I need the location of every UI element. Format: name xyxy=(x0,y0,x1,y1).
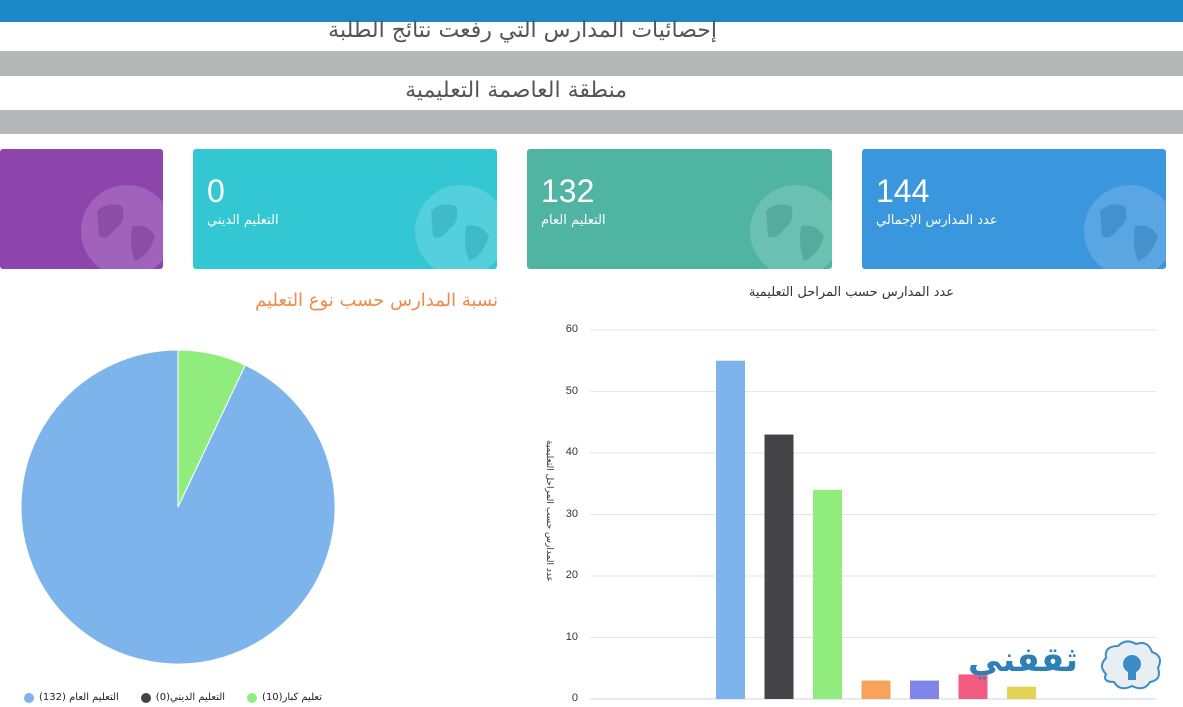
bar[interactable] xyxy=(764,434,794,699)
globe-icon xyxy=(81,185,163,269)
y-tick-label: 50 xyxy=(565,385,578,397)
stat-label: عدد المدارس الإجمالي xyxy=(876,213,998,228)
lightbulb-icon xyxy=(1101,640,1161,690)
stat-label: التعليم العام xyxy=(541,213,606,228)
globe-icon xyxy=(415,185,497,269)
legend-dot xyxy=(140,692,151,703)
legend-label: التعليم العام (132) xyxy=(39,692,119,703)
pie-slice[interactable] xyxy=(177,349,246,508)
bar-chart xyxy=(590,329,1156,700)
y-tick-label: 30 xyxy=(565,508,578,520)
legend-item[interactable]: تعليم كبار(10) xyxy=(247,692,322,703)
y-axis-label: عدد المدارس حسب المراحل التعليمية xyxy=(544,440,554,583)
bar[interactable] xyxy=(958,674,988,699)
y-tick-label: 0 xyxy=(571,692,578,704)
y-tick-label: 10 xyxy=(565,631,578,643)
stat-card-purple[interactable] xyxy=(0,149,163,269)
y-tick-label: 40 xyxy=(565,446,578,458)
y-tick-label: 20 xyxy=(565,569,578,581)
y-tick-label: 60 xyxy=(565,323,578,335)
pie-legend: التعليم العام (132) التعليم الديني(0) تع… xyxy=(24,692,322,703)
legend-item[interactable]: التعليم العام (132) xyxy=(24,692,119,703)
stat-card-religious[interactable]: 0 التعليم الديني xyxy=(193,149,497,269)
stat-value: 0 xyxy=(207,173,225,209)
stat-value: 132 xyxy=(541,173,595,209)
page-title: إحصائيات المدارس التي رفعت نتائج الطلبة xyxy=(328,18,717,43)
watermark-logo: ثقفني xyxy=(968,636,1168,696)
stat-value: 144 xyxy=(876,173,930,209)
bar[interactable] xyxy=(910,680,939,699)
stat-card-general[interactable]: 132 التعليم العام xyxy=(527,149,832,269)
bar[interactable] xyxy=(861,680,891,699)
watermark-text: ثقفني xyxy=(968,640,1078,680)
bar[interactable] xyxy=(813,489,842,699)
stat-label: التعليم الديني xyxy=(207,213,279,228)
globe-icon xyxy=(1084,185,1166,269)
pie-chart xyxy=(20,349,336,665)
legend-label: التعليم الديني(0) xyxy=(155,692,226,703)
legend-dot xyxy=(24,692,34,703)
bar[interactable] xyxy=(1007,686,1036,699)
divider-band xyxy=(0,110,1183,134)
bar-chart-title: عدد المدارس حسب المراحل التعليمية xyxy=(748,285,954,300)
pie-chart-title: نسبة المدارس حسب نوع التعليم xyxy=(255,290,498,311)
globe-icon xyxy=(750,185,832,269)
top-bar xyxy=(0,0,1183,22)
bar[interactable] xyxy=(716,360,745,699)
legend-dot xyxy=(247,692,258,703)
stat-card-total[interactable]: 144 عدد المدارس الإجمالي xyxy=(862,149,1166,269)
region-title: منطقة العاصمة التعليمية xyxy=(405,78,627,103)
legend-label: تعليم كبار(10) xyxy=(262,692,322,703)
legend-item[interactable]: التعليم الديني(0) xyxy=(140,692,226,703)
divider-band xyxy=(0,51,1183,76)
